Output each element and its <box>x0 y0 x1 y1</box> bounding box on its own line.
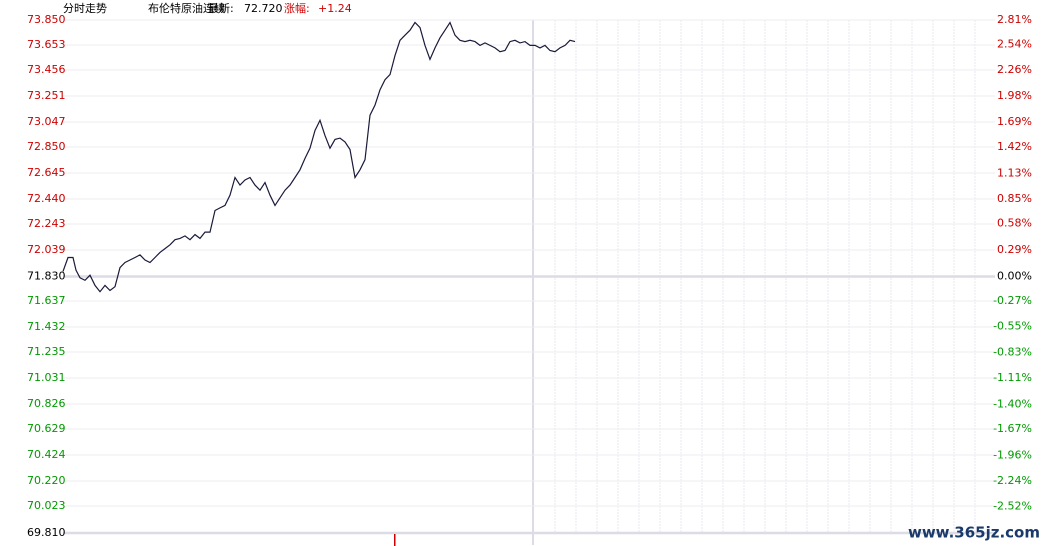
y-tick-label: 73.047 <box>27 115 66 128</box>
y-tick-label: 71.235 <box>27 345 66 358</box>
y-tick-label: 73.653 <box>27 38 66 51</box>
y2-tick-label: 0.58% <box>997 217 1032 230</box>
y2-tick-label: -1.96% <box>993 448 1032 461</box>
y2-tick-label: 1.69% <box>997 115 1032 128</box>
y-tick-label: 70.424 <box>27 448 66 461</box>
y-tick-label: 69.810 <box>27 526 66 539</box>
watermark: www.365jz.com <box>908 524 1040 542</box>
y2-tick-label: 1.42% <box>997 140 1032 153</box>
y2-tick-label: 2.54% <box>997 38 1032 51</box>
y2-tick-label: -1.40% <box>993 397 1032 410</box>
y-tick-label: 71.637 <box>27 294 66 307</box>
y-tick-label: 73.251 <box>27 89 66 102</box>
y-tick-label: 71.830 <box>27 270 66 283</box>
y-tick-label: 72.243 <box>27 217 66 230</box>
y-tick-label: 71.432 <box>27 320 66 333</box>
y2-tick-label: -1.11% <box>993 371 1032 384</box>
y2-tick-label: -0.27% <box>993 294 1032 307</box>
y2-tick-label: -0.83% <box>993 345 1032 358</box>
y2-tick-label: -1.67% <box>993 422 1032 435</box>
y-tick-label: 72.039 <box>27 243 66 256</box>
y2-tick-label: 0.00% <box>997 270 1032 283</box>
y2-tick-label: -2.52% <box>993 500 1032 513</box>
price-line <box>62 21 576 293</box>
latest-label: 最新: <box>208 1 234 15</box>
y2-tick-label: 1.13% <box>997 166 1032 179</box>
y-tick-label: 71.031 <box>27 371 66 384</box>
chart-title: 分时走势 <box>63 2 107 15</box>
y-tick-label: 70.023 <box>27 499 66 512</box>
time-marker <box>394 534 396 546</box>
y2-tick-label: 0.85% <box>997 192 1032 205</box>
y2-tick-label: 2.81% <box>997 13 1032 26</box>
y2-tick-label: -2.24% <box>993 474 1032 487</box>
y-tick-label: 70.629 <box>27 422 66 435</box>
change-label: 涨幅: <box>284 2 310 15</box>
y2-tick-label: -0.55% <box>993 320 1032 333</box>
latest-value: 72.720 <box>244 2 283 15</box>
instrument-name: 布伦特原油连续 <box>148 1 225 15</box>
y-tick-label: 72.440 <box>27 192 66 205</box>
y-tick-label: 70.220 <box>27 474 66 487</box>
y2-tick-label: 0.29% <box>997 243 1032 256</box>
y2-tick-label: 1.98% <box>997 89 1032 102</box>
y-tick-label: 72.645 <box>27 166 66 179</box>
y-tick-label: 73.456 <box>27 63 66 76</box>
change-value: +1.24 <box>318 2 352 15</box>
y-tick-label: 70.826 <box>27 397 66 410</box>
y2-tick-label: 2.26% <box>997 63 1032 76</box>
y-tick-label: 72.850 <box>27 140 66 153</box>
y-tick-label: 73.850 <box>27 13 66 26</box>
